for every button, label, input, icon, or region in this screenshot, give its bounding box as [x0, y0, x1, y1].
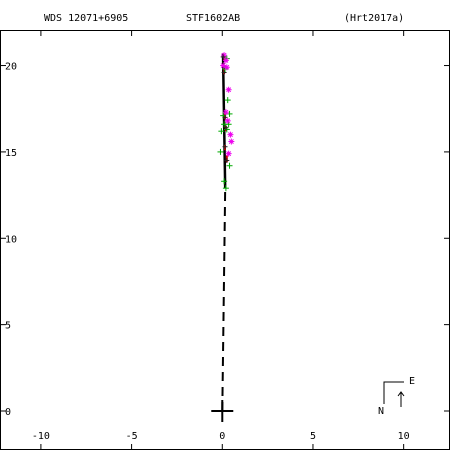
- chart-title: STF1602AB: [186, 13, 240, 24]
- x-tick-label: 10: [398, 431, 410, 442]
- compass-north-label: N: [378, 406, 384, 417]
- magenta-observation-point: [228, 138, 235, 145]
- axis-tick-labels: -10 -5 0 5 10 0 5 10 15 20: [5, 62, 410, 442]
- x-tick-label: 0: [219, 431, 225, 442]
- compass-pointer-head: [397, 391, 405, 397]
- magenta-observation-point: [225, 86, 232, 93]
- y-tick-label: 20: [5, 62, 17, 73]
- dark-observation-point: [222, 144, 228, 150]
- dark-observation-point: [224, 158, 230, 164]
- line-of-nodes: [221, 188, 227, 412]
- magenta-observation-point: [223, 64, 230, 71]
- green-observation-point: [217, 148, 224, 155]
- dark-observation-point: [220, 54, 226, 60]
- green-observation-point: [222, 185, 229, 192]
- magenta-observation-point: [225, 150, 232, 157]
- primary-star-marker: [211, 400, 234, 422]
- dark-observations: [220, 54, 230, 164]
- dark-observation-point: [221, 69, 227, 75]
- y-tick-label: 15: [5, 148, 17, 159]
- magenta-observation-point: [224, 117, 231, 124]
- dark-observation-point: [222, 114, 228, 120]
- compass-east-label: E: [409, 376, 415, 387]
- magenta-observation-point: [222, 109, 229, 116]
- y-tick-label: 5: [5, 321, 11, 332]
- green-observation-point: [224, 97, 231, 104]
- x-tick-label: -5: [126, 431, 138, 442]
- y-tick-label: 0: [5, 407, 11, 418]
- x-tick-label: -10: [32, 431, 50, 442]
- axis-ticks: [1, 31, 449, 449]
- dark-observation-point: [223, 125, 229, 131]
- green-observation-point: [226, 162, 233, 169]
- x-tick-label: 5: [310, 431, 316, 442]
- header-wds-id: WDS 12071+6905: [44, 13, 128, 24]
- magenta-observation-point: [227, 131, 234, 138]
- y-tick-label: 10: [5, 234, 17, 245]
- header-reference: (Hrt2017a): [344, 13, 404, 24]
- green-observation-point: [221, 178, 228, 185]
- compass-arrows: [383, 381, 404, 404]
- green-observation-point: [218, 128, 225, 135]
- compass: E N: [378, 376, 415, 417]
- magenta-observations: [220, 52, 235, 157]
- magenta-observation-point: [222, 57, 229, 64]
